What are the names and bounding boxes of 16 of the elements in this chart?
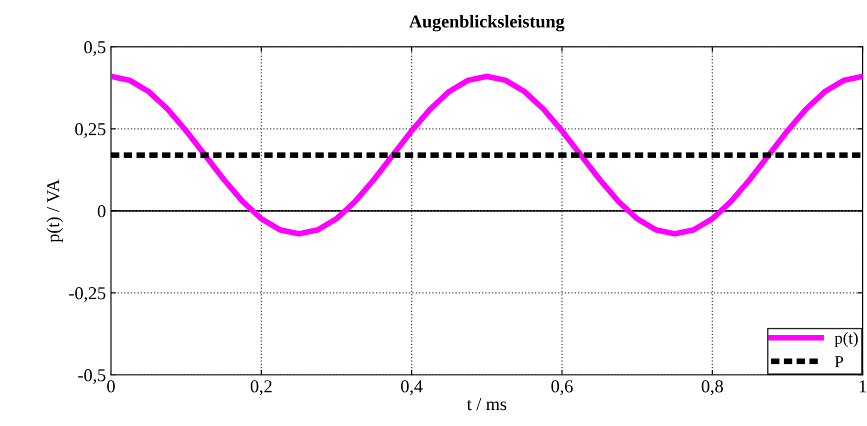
- y-tick-label: 0: [98, 205, 106, 218]
- chart-title: Augenblicksleistung: [409, 14, 564, 32]
- x-tick-label: 1: [860, 380, 866, 392]
- x-tick-label: 0,2: [250, 380, 272, 396]
- x-tick-label: 0: [107, 380, 115, 392]
- y-tick-label: 0,5: [84, 41, 106, 56]
- x-axis-title: t / ms: [466, 398, 506, 410]
- x-tick-label: 0,4: [401, 380, 423, 396]
- legend-label: p(t): [834, 332, 858, 348]
- y-tick-label: -0,5: [78, 369, 106, 384]
- x-tick-label: 0,6: [551, 380, 573, 396]
- x-tick-label: 0,8: [702, 380, 723, 396]
- y-axis-title: p(t) / VA: [46, 179, 63, 242]
- y-tick-label: -0,25: [69, 287, 106, 302]
- legend-label: P: [834, 356, 844, 368]
- y-tick-label: 0,25: [75, 123, 106, 138]
